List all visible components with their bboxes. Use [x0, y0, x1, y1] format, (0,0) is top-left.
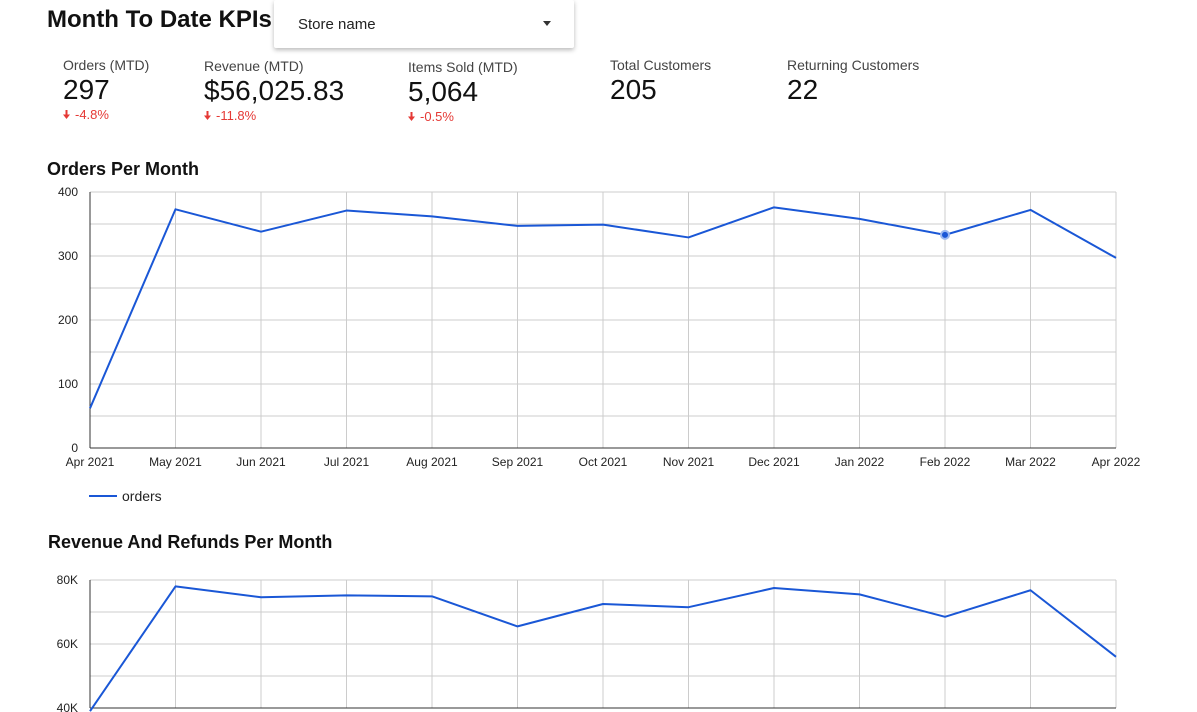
orders-per-month-chart: 0 100 200 300 400 Apr 2021 May 2021 Jun 2021 Jul… — [58, 185, 1141, 469]
arrow-down-icon — [63, 110, 70, 119]
kpi-delta-text: -11.8% — [216, 108, 257, 123]
kpi-delta: -0.5% — [408, 109, 518, 124]
kpi-label: Total Customers — [610, 57, 712, 73]
kpi-value: 5,064 — [408, 76, 479, 107]
kpi-value: 22 — [787, 74, 819, 105]
x-tick-label: May 2021 — [149, 455, 202, 469]
y-tick-label: 200 — [58, 313, 78, 327]
kpi-value: $56,025.83 — [204, 75, 345, 106]
y-tick-label: 400 — [58, 185, 78, 199]
legend-label: orders — [122, 488, 162, 504]
x-tick-label: Feb 2022 — [920, 455, 971, 469]
revenue-chart-title: Revenue And Refunds Per Month — [48, 532, 333, 552]
kpi-label: Orders (MTD) — [63, 57, 150, 73]
y-tick-label: 80K — [57, 573, 78, 587]
kpi-orders: Orders (MTD) 297 -4.8% — [63, 57, 149, 122]
kpi-items-sold: Items Sold (MTD) 5,064 -0.5% — [408, 59, 518, 124]
kpi-label: Items Sold (MTD) — [408, 59, 518, 75]
series-line — [89, 585, 1117, 712]
y-tick-label: 40K — [57, 701, 78, 712]
orders-chart-title: Orders Per Month — [47, 159, 200, 179]
kpi-value: 205 — [610, 74, 657, 105]
data-point — [940, 229, 950, 240]
y-tick-label: 60K — [57, 637, 78, 651]
kpi-revenue: Revenue (MTD) $56,025.83 -11.8% — [204, 58, 344, 123]
kpi-returning-customers: Returning Customers 22 — [787, 57, 919, 106]
arrow-down-icon — [204, 111, 211, 120]
kpi-delta-text: -0.5% — [420, 109, 454, 124]
kpi-total-customers: Total Customers 205 — [610, 57, 711, 106]
y-tick-label: 300 — [58, 249, 78, 263]
x-tick-label: Jul 2021 — [324, 455, 370, 469]
x-tick-label: Apr 2022 — [1092, 455, 1141, 469]
dropdown-caret-icon — [543, 21, 551, 26]
kpi-delta-text: -4.8% — [75, 107, 109, 122]
revenue-and-refunds-chart: 40K 60K 80K — [57, 573, 1117, 712]
x-tick-label: Oct 2021 — [579, 455, 628, 469]
kpi-label: Returning Customers — [787, 57, 920, 73]
x-tick-label: Jan 2022 — [835, 455, 885, 469]
y-tick-label: 100 — [58, 377, 78, 391]
page-title: Month To Date KPIs — [47, 6, 272, 33]
x-tick-label: Dec 2021 — [748, 455, 800, 469]
kpi-delta: -4.8% — [63, 107, 149, 122]
x-tick-label: Sep 2021 — [492, 455, 544, 469]
x-tick-label: Nov 2021 — [663, 455, 715, 469]
x-tick-label: Aug 2021 — [406, 455, 458, 469]
y-tick-label: 0 — [71, 441, 78, 455]
x-tick-label: Jun 2021 — [236, 455, 286, 469]
kpi-value: 297 — [63, 74, 110, 105]
arrow-down-icon — [408, 112, 415, 121]
legend-swatch — [89, 495, 117, 497]
kpi-label: Revenue (MTD) — [204, 58, 304, 74]
kpi-delta: -11.8% — [204, 108, 344, 123]
x-tick-label: Mar 2022 — [1005, 455, 1056, 469]
store-name-dropdown-label: Store name — [298, 16, 376, 33]
x-tick-label: Apr 2021 — [66, 455, 115, 469]
orders-chart-legend[interactable]: orders — [89, 488, 162, 504]
store-name-dropdown[interactable]: Store name — [274, 0, 574, 48]
